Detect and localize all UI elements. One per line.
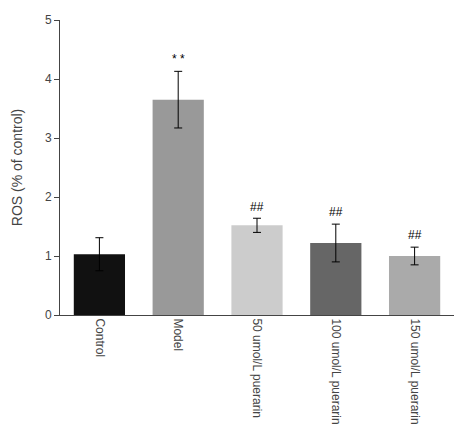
svg-text:Model: Model	[171, 318, 185, 351]
svg-text:##: ##	[329, 205, 343, 219]
svg-text:100 umol/L puerarin: 100 umol/L puerarin	[329, 318, 343, 424]
svg-text:1: 1	[45, 249, 52, 263]
svg-text:150 umol/L puerarin: 150 umol/L puerarin	[408, 318, 422, 424]
svg-text:50 umol/L puerarin: 50 umol/L puerarin	[250, 318, 264, 418]
svg-text:##: ##	[250, 200, 264, 214]
svg-text:2: 2	[45, 190, 52, 204]
svg-text:* *: * *	[172, 52, 185, 66]
svg-text:4: 4	[45, 72, 52, 86]
svg-text:0: 0	[45, 308, 52, 322]
svg-text:ROS (% of control): ROS (% of control)	[9, 109, 25, 226]
svg-text:Control: Control	[93, 318, 107, 357]
svg-text:3: 3	[45, 131, 52, 145]
svg-text:##: ##	[408, 228, 422, 242]
svg-text:5: 5	[45, 13, 52, 27]
